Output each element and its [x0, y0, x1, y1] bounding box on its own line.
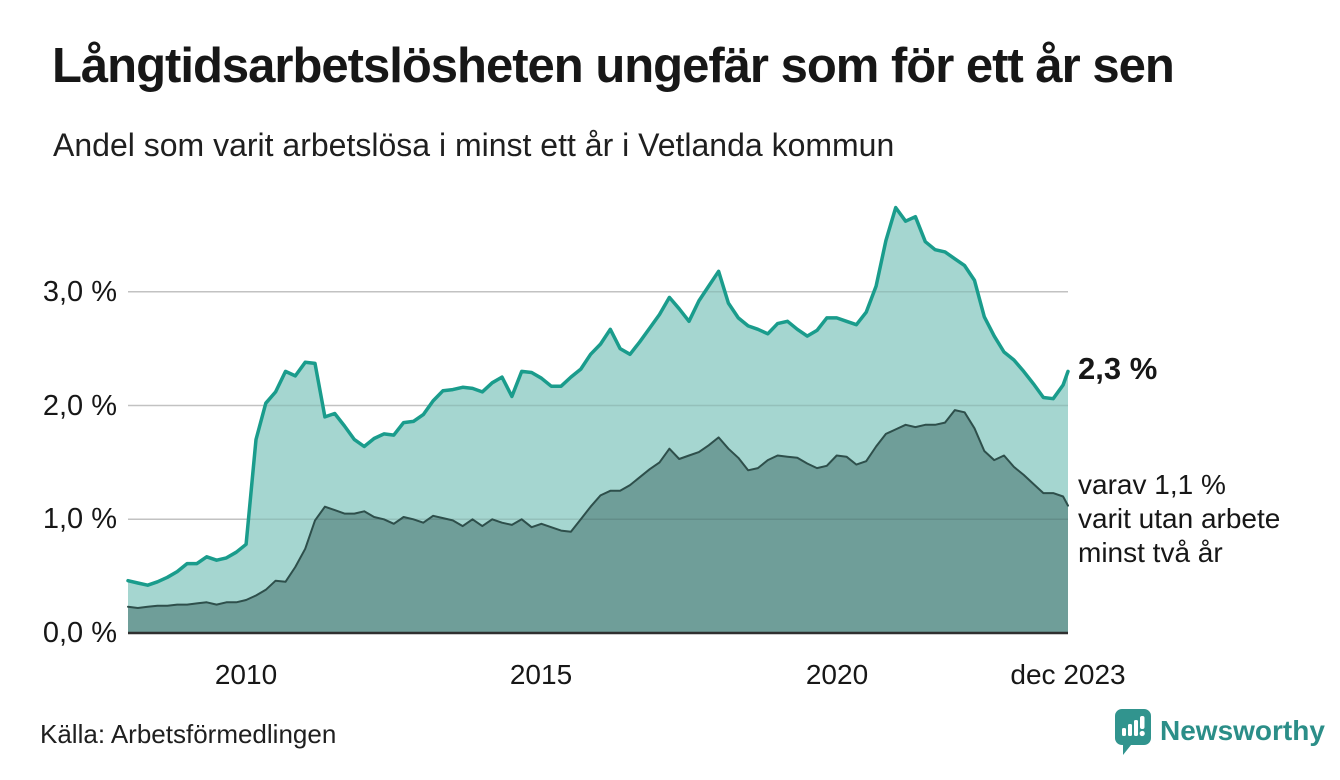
x-axis-label-2010: 2010 — [214, 659, 278, 690]
newsworthy-logo-icon — [1114, 708, 1152, 761]
annotation-two-plus-years: varav 1,1 % varit utan arbete minst två … — [1078, 468, 1280, 570]
y-axis-label-2: 2,0 % — [42, 390, 117, 422]
y-axis-label-3: 3,0 % — [42, 276, 117, 308]
newsworthy-brand-text: Newsworthy — [1160, 715, 1325, 746]
newsworthy-logo: Newsworthy — [1114, 708, 1325, 761]
x-axis-label-2015: 2015 — [509, 659, 573, 690]
source-note: Källa: Arbetsförmedlingen — [40, 719, 337, 749]
annotation-two-plus-line-3: minst två år — [1078, 537, 1223, 568]
page-title: Långtidsarbetslösheten ungefär som för e… — [52, 39, 1175, 93]
annotation-latest-total: 2,3 % — [1078, 351, 1158, 386]
annotation-two-plus-line-2: varit utan arbete — [1078, 503, 1281, 534]
y-axis-label-1: 1,0 % — [42, 503, 117, 535]
page-subtitle: Andel som varit arbetslösa i minst ett å… — [53, 127, 895, 163]
x-axis-label-2020: 2020 — [805, 659, 869, 690]
annotation-two-plus-line-1: varav 1,1 % — [1078, 469, 1226, 500]
y-axis-label-0: 0,0 % — [42, 617, 117, 649]
x-axis-label-dec-2023: dec 2023 — [1010, 659, 1126, 690]
